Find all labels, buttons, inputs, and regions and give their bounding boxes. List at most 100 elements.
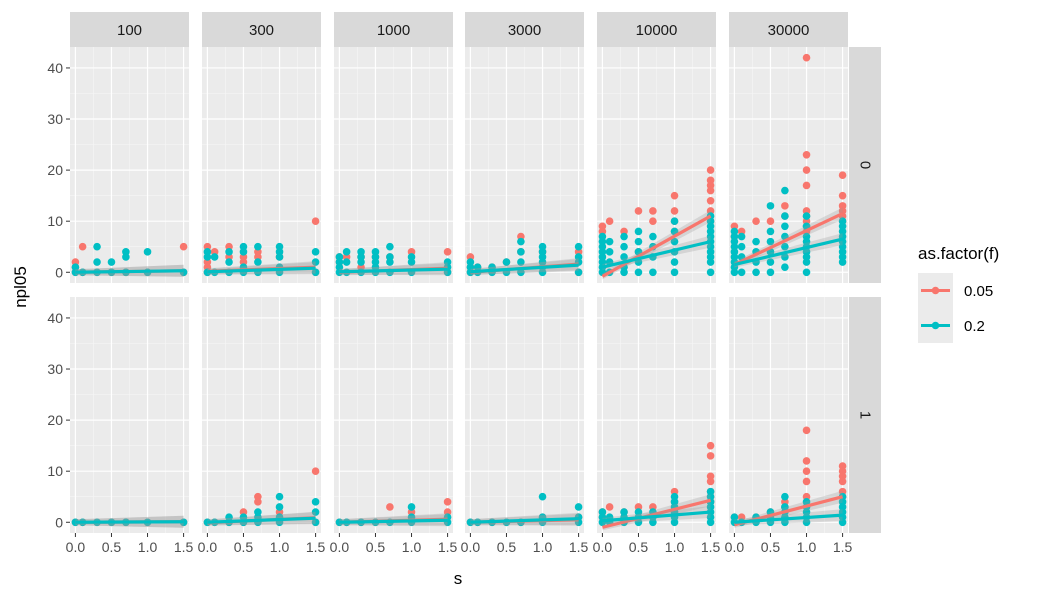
data-point-f02 (254, 258, 262, 266)
x-tick-label: 1.5 (569, 539, 589, 555)
x-axis-title: s (454, 569, 463, 588)
data-point-f005 (706, 441, 715, 450)
data-point-f02 (781, 242, 789, 251)
x-tick-label: 1.0 (270, 539, 290, 555)
data-point-f005 (802, 467, 811, 475)
data-point-f02 (838, 258, 847, 266)
data-point-f02 (634, 237, 643, 246)
fit-line-f02 (470, 517, 579, 524)
data-point-f02 (706, 258, 715, 266)
row-strip (849, 297, 881, 533)
x-tick-label: 1.5 (306, 539, 326, 555)
data-point-f005 (706, 166, 715, 174)
x-tick-label: 0.0 (725, 539, 745, 555)
column-strip (465, 12, 584, 47)
data-point-f02 (517, 237, 525, 246)
plot-panels (70, 47, 848, 533)
x-tick-label: 0.0 (198, 539, 218, 555)
legend-label-f02: 0.2 (964, 318, 985, 335)
data-point-f02 (706, 268, 715, 277)
data-point-f02 (517, 258, 525, 266)
data-point-f02 (538, 268, 547, 277)
data-point-f005 (766, 217, 775, 225)
data-point-f02 (766, 202, 775, 210)
data-point-f005 (802, 477, 811, 486)
fit-line-f02 (602, 510, 711, 523)
data-point-f02 (275, 503, 284, 511)
x-tick-label: 1.0 (402, 539, 422, 555)
data-point-f02 (107, 258, 116, 266)
data-point-f02 (766, 258, 775, 266)
panel-r0-c3 (465, 47, 584, 283)
data-point-f02 (620, 268, 628, 277)
x-tick-label: 0.5 (497, 539, 517, 555)
panel-data-r1-c1 (203, 467, 320, 527)
legend-title: as.factor(f) (918, 244, 999, 263)
data-point-f02 (71, 263, 80, 271)
y-tick-label: 40 (47, 60, 63, 76)
x-tick-label: 0.5 (234, 539, 254, 555)
x-tick-label: 0.0 (461, 539, 481, 555)
fit-line-f005 (733, 212, 844, 267)
x-tick-label: 0.0 (330, 539, 350, 555)
data-point-f02 (275, 492, 284, 501)
data-point-f02 (407, 503, 416, 511)
x-tick-label: 1.0 (533, 539, 553, 555)
x-tick-label: 0.0 (66, 539, 86, 555)
data-point-f02 (670, 268, 679, 277)
data-point-f02 (574, 503, 583, 511)
data-point-f02 (311, 248, 320, 256)
data-point-f005 (706, 477, 715, 486)
data-point-f02 (706, 518, 715, 527)
panel-data-r0-c5 (730, 53, 847, 277)
y-tick-label: 10 (47, 213, 63, 229)
data-point-f02 (781, 212, 789, 220)
panel-r1-c3 (465, 297, 584, 533)
data-point-f02 (620, 242, 628, 251)
panel-data-r1-c4 (598, 441, 715, 531)
data-point-f02 (670, 518, 679, 527)
data-point-f02 (605, 248, 614, 256)
data-point-f005 (802, 426, 811, 435)
panel-r0-c0 (70, 47, 189, 283)
panel-data-r1-c2 (335, 498, 452, 527)
data-point-f02 (781, 492, 789, 501)
data-point-f02 (225, 248, 233, 256)
legend-key-point-f02 (931, 321, 940, 330)
data-point-f005 (605, 217, 614, 225)
x-tick-label: 0.5 (629, 539, 649, 555)
fit-line-f02 (339, 518, 448, 524)
data-point-f005 (781, 202, 789, 210)
row-strip (849, 47, 881, 283)
x-tick-label: 1.0 (138, 539, 158, 555)
data-point-f005 (386, 503, 394, 511)
x-tick-label: 0.5 (761, 539, 781, 555)
data-point-f005 (311, 217, 320, 225)
panel-r0-c1 (202, 47, 321, 283)
data-point-f02 (752, 237, 760, 246)
data-point-f02 (407, 258, 416, 266)
fit-line-f02 (734, 237, 843, 267)
legend-label-f005: 0.05 (964, 283, 993, 300)
data-point-f02 (802, 258, 811, 266)
x-tick-label: 0.5 (366, 539, 386, 555)
fit-line-f02 (207, 266, 316, 274)
y-tick-label: 20 (47, 162, 63, 178)
data-point-f005 (649, 217, 657, 225)
data-point-f02 (737, 268, 746, 277)
legend: as.factor(f) 0.05 0.2 (918, 244, 999, 343)
data-point-f02 (538, 492, 547, 501)
y-tick-label: 0 (55, 264, 63, 280)
data-point-f005 (311, 467, 320, 475)
data-point-f005 (670, 191, 679, 200)
data-point-f02 (802, 268, 811, 277)
data-point-f02 (311, 498, 320, 506)
x-tick-label: 0.5 (102, 539, 122, 555)
panel-r1-c5 (729, 297, 848, 533)
data-point-f02 (311, 268, 320, 277)
data-point-f02 (143, 248, 152, 256)
data-point-f02 (93, 258, 101, 266)
column-strip-label: 10000 (636, 22, 678, 39)
